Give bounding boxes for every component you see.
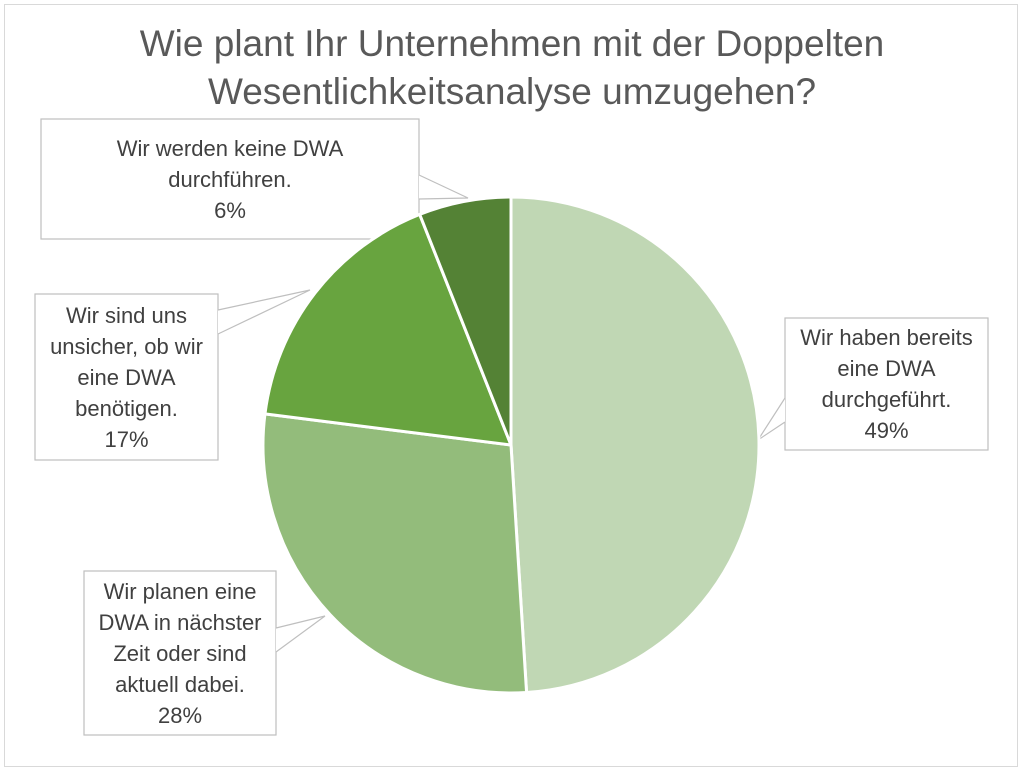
slice-label-3: Wir sind uns unsicher, ob wir eine DWA benö… xyxy=(35,300,218,455)
slice-label-line: durchgeführt. xyxy=(821,387,952,412)
slice-label-line: DWA in nächster xyxy=(98,609,262,635)
slice-value-label: 28% xyxy=(157,702,203,728)
callout-leader-3 xyxy=(217,289,311,335)
slice-value-label: 17% xyxy=(104,426,149,452)
slice-label-2: Wir planen eine DWA in nächster Zeit oder … xyxy=(84,576,276,731)
slice-label-line: Zeit oder sind xyxy=(113,640,247,666)
slice-label-line: eine DWA xyxy=(77,364,176,390)
chart-title-line-2: Wesentlichkeitsanalyse umzugehen? xyxy=(207,71,817,112)
callout-box-3 xyxy=(34,293,219,461)
slice-label-4: Wir werden keine DWA durchführen. 6% xyxy=(41,133,419,226)
chart-title: Wie plant Ihr Unternehmen mit der Doppel… xyxy=(0,20,1024,116)
slice-label-line: benötigen. xyxy=(75,395,178,421)
slice-label-line: Wir haben bereits xyxy=(800,325,973,350)
pie-slice-3 xyxy=(263,212,513,447)
slice-label-line: Wir sind uns xyxy=(65,302,188,328)
callout-box-4 xyxy=(40,118,420,240)
pie-slice-1 xyxy=(509,195,761,695)
slice-label-line: Wir planen eine xyxy=(103,578,257,604)
callout-leader-1 xyxy=(757,397,786,441)
slice-label-1: Wir haben bereits eine DWA durchgeführt. 49… xyxy=(785,322,988,446)
callout-box-2 xyxy=(83,570,277,736)
slice-label-line: unsicher, ob wir xyxy=(50,333,203,359)
slice-label-line: eine DWA xyxy=(837,356,936,381)
callout-box-1 xyxy=(784,317,989,451)
slice-label-line: Wir werden keine DWA xyxy=(116,135,344,161)
slice-value-label: 49% xyxy=(864,418,909,443)
pie-slice-4 xyxy=(418,195,513,447)
chart-title-line-1: Wie plant Ihr Unternehmen mit der Doppel… xyxy=(139,23,885,64)
slice-label-line: durchführen. xyxy=(168,166,292,192)
slice-value-label: 6% xyxy=(214,197,246,223)
callout-leader-4 xyxy=(418,174,469,200)
slice-label-line: aktuell dabei. xyxy=(115,671,245,697)
callout-leader-2 xyxy=(275,615,326,653)
pie-slice-2 xyxy=(261,412,529,695)
